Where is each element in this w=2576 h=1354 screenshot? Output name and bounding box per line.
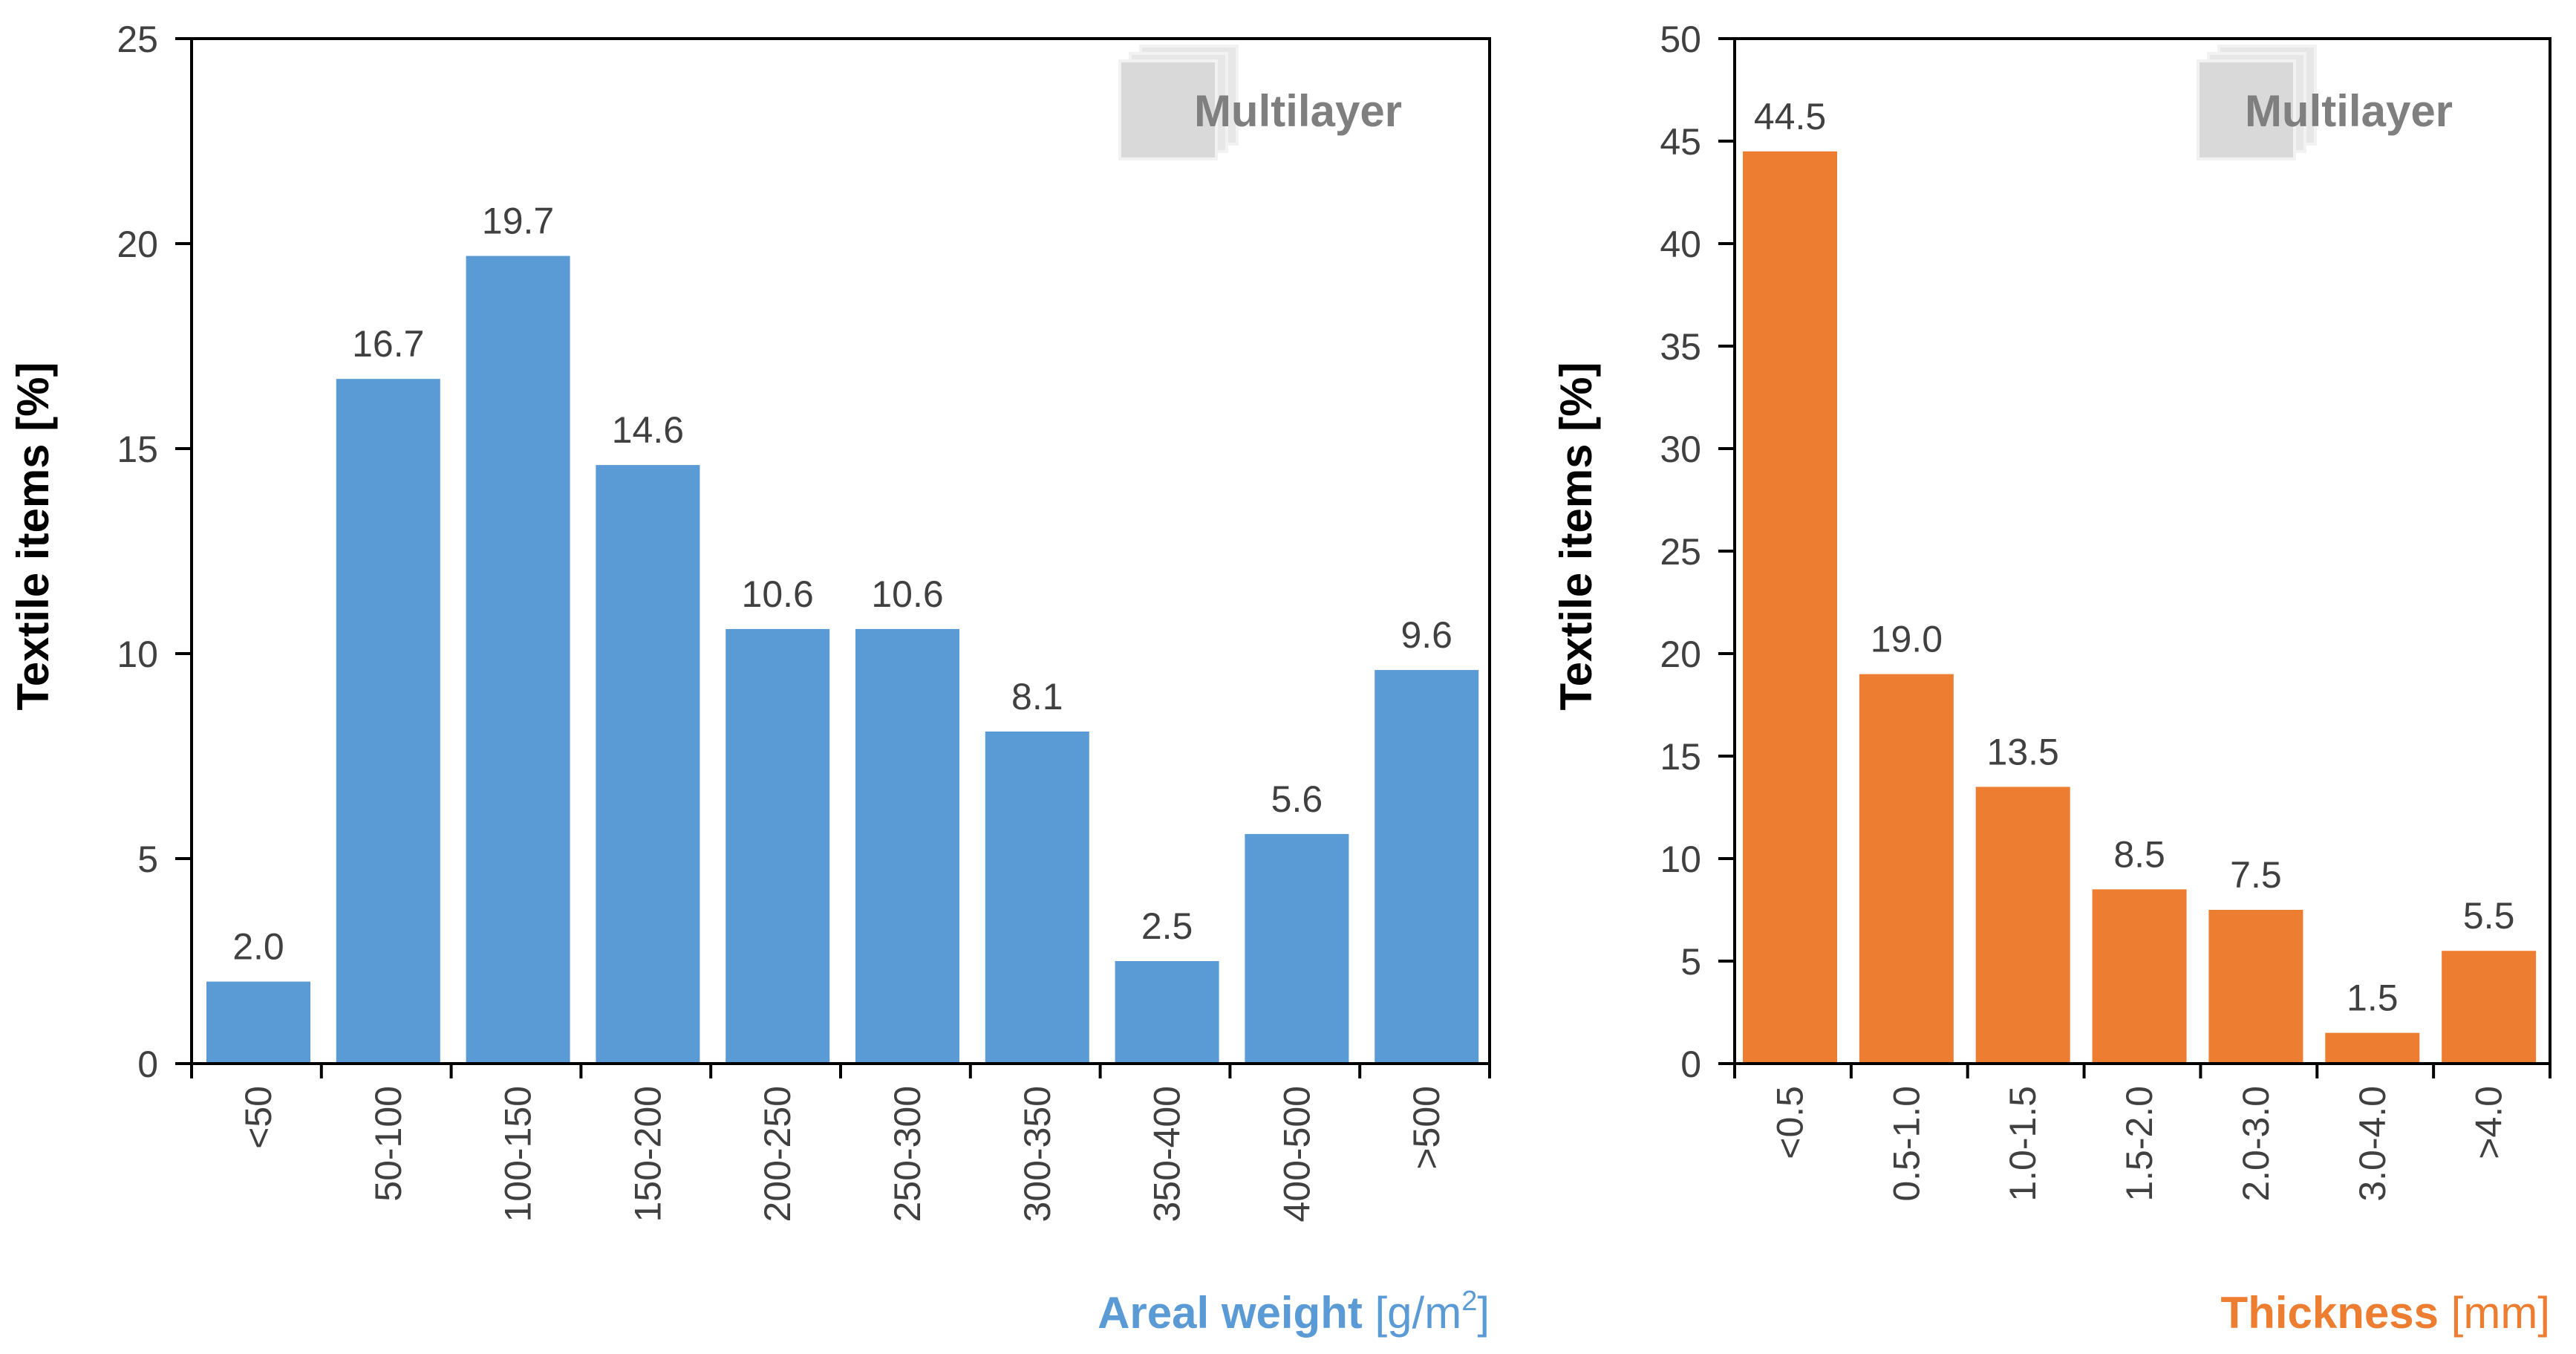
bar-<0.5 bbox=[1743, 151, 1837, 1064]
bar->4.0 bbox=[2442, 951, 2537, 1064]
category-tick-label: 1.0-1.5 bbox=[2002, 1086, 2044, 1202]
y-tick-label: 20 bbox=[117, 224, 158, 265]
bar-400-500 bbox=[1245, 833, 1349, 1064]
data-label: 2.0 bbox=[232, 926, 284, 968]
category-tick-label: 2.0-3.0 bbox=[2235, 1086, 2277, 1202]
x-axis-title-name: Thickness bbox=[2221, 1288, 2439, 1338]
multilayer-icon bbox=[2197, 45, 2317, 160]
bar-200-250 bbox=[725, 628, 830, 1064]
category-tick-label: 300-350 bbox=[1017, 1086, 1058, 1223]
category-tick-label: 0.5-1.0 bbox=[1885, 1086, 1927, 1202]
category-tick-label: >4.0 bbox=[2468, 1086, 2510, 1159]
y-tick-label: 15 bbox=[1660, 736, 1701, 778]
bar-350-400 bbox=[1115, 961, 1219, 1064]
bar-50-100 bbox=[336, 379, 440, 1064]
bar-150-200 bbox=[596, 465, 700, 1064]
y-axis-title: Textile items [%] bbox=[1551, 362, 1601, 710]
category-tick-label: 200-250 bbox=[757, 1086, 798, 1223]
y-tick-label: 25 bbox=[1660, 531, 1701, 573]
x-axis-title: Thickness [mm] bbox=[2221, 1288, 2550, 1338]
data-label: 9.6 bbox=[1401, 614, 1452, 656]
badge-label: Multilayer bbox=[2245, 86, 2453, 136]
x-axis-title-name: Areal weight bbox=[1098, 1288, 1363, 1338]
data-label: 19.7 bbox=[482, 201, 554, 242]
category-tick-label: <0.5 bbox=[1770, 1086, 1811, 1159]
x-axis-title: Areal weight [g/m2] bbox=[1098, 1286, 1490, 1338]
y-axis-title: Textile items [%] bbox=[8, 362, 58, 710]
data-label: 8.1 bbox=[1011, 676, 1063, 717]
category-tick-label: 400-500 bbox=[1276, 1086, 1317, 1223]
data-label: 14.6 bbox=[612, 409, 684, 451]
category-tick-label: 1.5-2.0 bbox=[2119, 1086, 2160, 1202]
data-label: 44.5 bbox=[1754, 96, 1826, 137]
y-tick-label: 10 bbox=[1660, 839, 1701, 880]
multilayer-icon bbox=[1118, 45, 1239, 160]
x-axis-title-unit: [mm] bbox=[2439, 1288, 2550, 1338]
y-tick-label: 40 bbox=[1660, 224, 1701, 265]
data-label: 10.6 bbox=[742, 573, 814, 615]
data-label: 8.5 bbox=[2113, 833, 2165, 875]
y-tick-label: 15 bbox=[117, 429, 158, 470]
y-tick-label: 0 bbox=[137, 1044, 158, 1085]
bar-3.0-4.0 bbox=[2325, 1032, 2420, 1064]
category-tick-label: <50 bbox=[238, 1086, 279, 1149]
chart-2: Multilayer 44.5 <0.5 19.0 0.5-1.0 13.5 1.0-1.5… bbox=[1551, 19, 2551, 1338]
y-tick-label: 20 bbox=[1660, 634, 1701, 675]
category-tick-label: >500 bbox=[1406, 1086, 1447, 1170]
x-axis-title-unit: [g/m bbox=[1363, 1288, 1461, 1338]
category-tick-label: 3.0-4.0 bbox=[2352, 1086, 2393, 1202]
data-label: 16.7 bbox=[352, 323, 424, 365]
data-label: 13.5 bbox=[1987, 731, 2059, 772]
x-axis-title-sup: 2 bbox=[1461, 1286, 1477, 1317]
y-tick-label: 0 bbox=[1680, 1044, 1701, 1085]
y-tick-label: 25 bbox=[117, 19, 158, 60]
data-label: 10.6 bbox=[871, 573, 943, 615]
y-tick-label: 5 bbox=[1680, 941, 1701, 983]
y-tick-label: 5 bbox=[137, 839, 158, 880]
bar-0.5-1.0 bbox=[1859, 674, 1954, 1064]
category-tick-label: 50-100 bbox=[368, 1086, 409, 1202]
category-tick-label: 350-400 bbox=[1147, 1086, 1188, 1223]
bar->500 bbox=[1375, 670, 1479, 1064]
bar-1.5-2.0 bbox=[2092, 889, 2187, 1064]
bar-100-150 bbox=[466, 255, 570, 1064]
y-tick-label: 10 bbox=[117, 634, 158, 675]
bar-250-300 bbox=[855, 628, 959, 1064]
y-tick-label: 50 bbox=[1660, 19, 1701, 60]
category-tick-label: 250-300 bbox=[887, 1086, 928, 1223]
y-tick-label: 30 bbox=[1660, 429, 1701, 470]
data-label: 7.5 bbox=[2230, 854, 2282, 896]
data-label: 5.6 bbox=[1271, 778, 1323, 820]
category-tick-label: 150-200 bbox=[627, 1086, 668, 1223]
bar-<50 bbox=[206, 981, 310, 1064]
data-label: 1.5 bbox=[2347, 977, 2399, 1019]
y-tick-label: 45 bbox=[1660, 121, 1701, 163]
data-label: 19.0 bbox=[1871, 619, 1943, 660]
category-tick-label: 100-150 bbox=[498, 1086, 539, 1223]
badge-label: Multilayer bbox=[1194, 86, 1402, 136]
y-tick-label: 35 bbox=[1660, 326, 1701, 368]
chart-1: Multilayer 2.0 <50 16.7 50-100 19.7 100-150 14.… bbox=[8, 19, 1491, 1338]
bar-300-350 bbox=[985, 731, 1089, 1064]
x-axis-title-unit-close: ] bbox=[1477, 1288, 1490, 1338]
bar-1.0-1.5 bbox=[1975, 787, 2070, 1064]
data-label: 2.5 bbox=[1141, 905, 1193, 947]
bar-2.0-3.0 bbox=[2208, 910, 2303, 1064]
data-label: 5.5 bbox=[2463, 895, 2515, 937]
